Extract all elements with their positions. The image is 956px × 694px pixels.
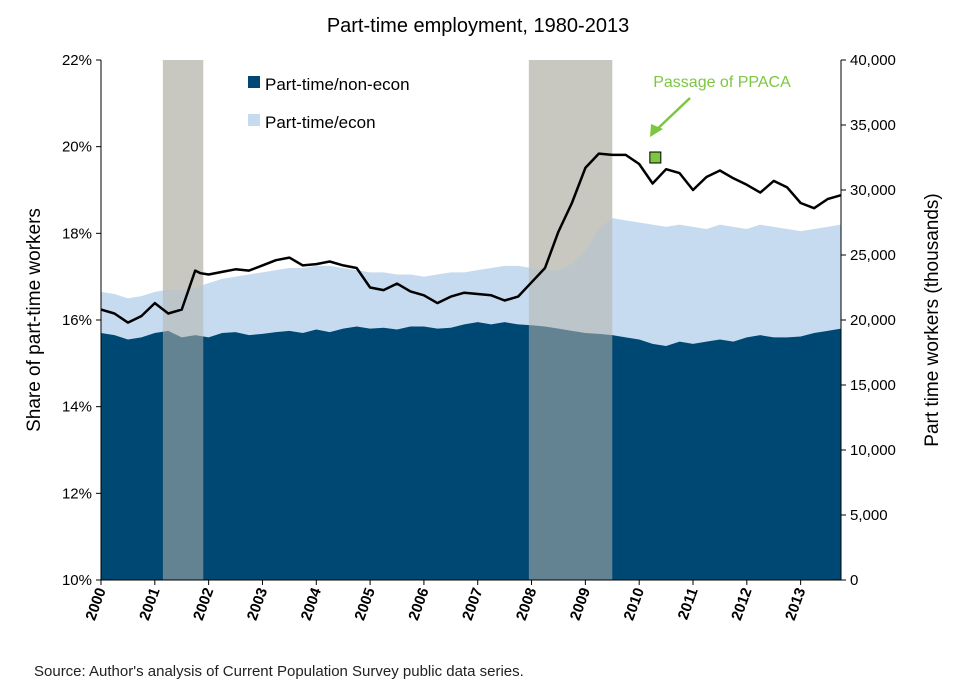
- legend-swatch-non-econ: [248, 76, 260, 88]
- x-tick-label: 2002: [190, 586, 217, 623]
- x-tick-label: 2004: [298, 585, 326, 623]
- annotation-arrowhead: [650, 124, 663, 137]
- x-axis-ticks: 2000 2001 2002 2003 2004 2005 2006 2007 2008 2009…: [82, 580, 809, 623]
- source-note: Source: Author's analysis of Current Pop…: [34, 663, 524, 680]
- chart-title: Part-time employment, 1980-2013: [327, 15, 629, 37]
- y2-tick-label: 40,000: [850, 52, 896, 69]
- y-tick-label: 22%: [62, 52, 92, 69]
- y-tick-label: 12%: [62, 485, 92, 502]
- x-tick-label: 2005: [351, 586, 378, 623]
- x-tick-label: 2008: [513, 586, 540, 623]
- x-tick-label: 2000: [82, 586, 109, 623]
- x-tick-label: 2006: [405, 586, 432, 623]
- y2-tick-label: 0: [850, 572, 858, 589]
- y2-tick-label: 30,000: [850, 182, 896, 199]
- y-tick-label: 18%: [62, 225, 92, 242]
- x-tick-label: 2012: [728, 586, 755, 623]
- annotation-marker: [649, 151, 662, 164]
- y2-tick-label: 10,000: [850, 442, 896, 459]
- y-tick-label: 10%: [62, 572, 92, 589]
- area-part-time-non-econ: [101, 322, 841, 580]
- y-tick-label: 20%: [62, 139, 92, 156]
- recession-overlay: [162, 60, 613, 580]
- legend: Part-time/non-econ Part-time/econ: [248, 75, 410, 132]
- y2-axis-ticks: 0 5,000 10,000 15,000 20,000 25,000 30,000 35,0…: [841, 52, 896, 589]
- area-series: [101, 218, 841, 580]
- recession-overlay-1: [528, 60, 613, 580]
- annotation: Passage of PPACA: [649, 74, 791, 164]
- x-tick-label: 2010: [621, 586, 648, 623]
- y-tick-label: 14%: [62, 399, 92, 416]
- y2-tick-label: 35,000: [850, 117, 896, 134]
- annotation-text: Passage of PPACA: [653, 74, 791, 91]
- y-axis-ticks: 10% 12% 14% 16% 18% 20% 22%: [62, 52, 101, 589]
- y-axis-title: Share of part-time workers: [24, 208, 45, 432]
- x-tick-label: 2013: [782, 586, 809, 623]
- x-tick-label: 2001: [136, 586, 163, 623]
- legend-label-non-econ: Part-time/non-econ: [265, 75, 410, 94]
- x-tick-label: 2007: [459, 586, 486, 623]
- y-tick-label: 16%: [62, 312, 92, 329]
- y2-tick-label: 15,000: [850, 377, 896, 394]
- y2-axis-title: Part time workers (thousands): [922, 193, 943, 446]
- y2-tick-label: 25,000: [850, 247, 896, 264]
- line-series: [100, 152, 842, 324]
- legend-label-econ: Part-time/econ: [265, 113, 376, 132]
- line-part-time-workers: [100, 152, 842, 324]
- y2-tick-label: 20,000: [850, 312, 896, 329]
- x-tick-label: 2003: [244, 586, 271, 623]
- recession-overlay-0: [162, 60, 204, 580]
- x-tick-label: 2009: [567, 586, 594, 623]
- legend-swatch-econ: [248, 114, 260, 126]
- y2-tick-label: 5,000: [850, 507, 888, 524]
- x-tick-label: 2011: [675, 586, 702, 622]
